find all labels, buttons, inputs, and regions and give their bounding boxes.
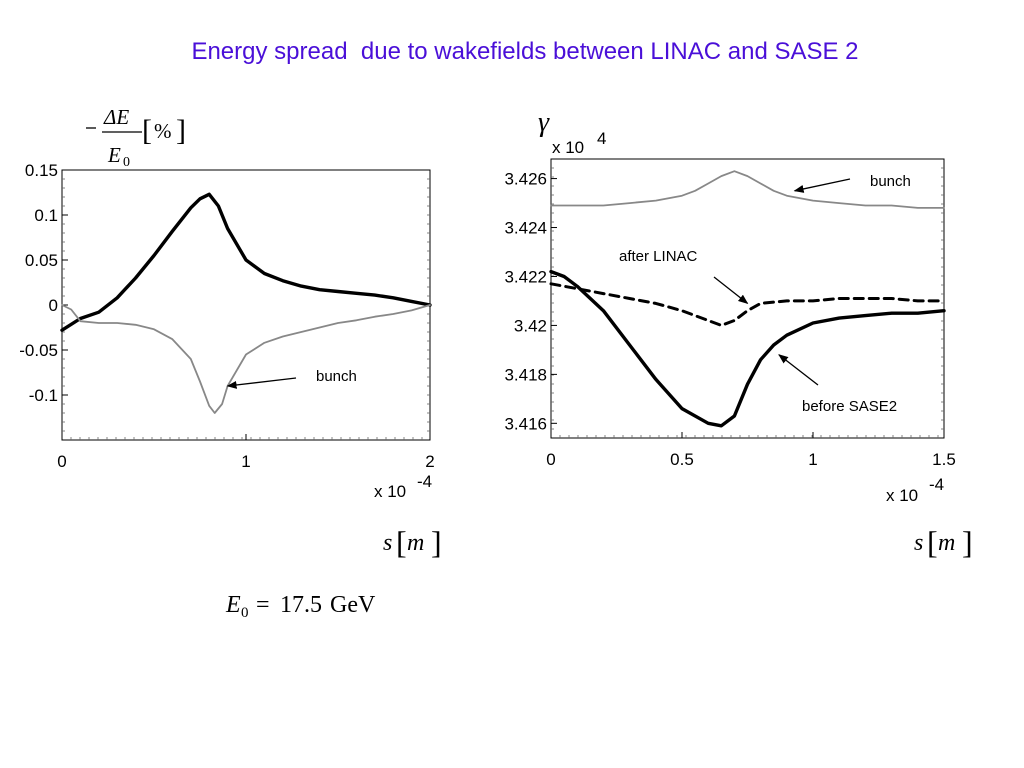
right-x-tick-label: 0.5 [670,450,694,469]
svg-text:4: 4 [597,129,606,148]
page-title: Energy spread due to wakefields between … [191,38,859,65]
left-x-tick-label: 2 [425,452,434,471]
left-plot: 0 1 2 0.15 0.1 0.05 0 -0.05 -0.1 [19,161,434,471]
right-annotation-after-linac: after LINAC [619,248,698,265]
right-x-tick-label: 1 [808,450,817,469]
svg-text:[: [ [396,524,407,560]
right-annotation-bunch: bunch [870,173,911,190]
left-ylabel: ΔE E 0 [ % ] [86,105,186,170]
right-y-tick-label: 3.422 [504,267,547,286]
svg-text:ΔE: ΔE [103,105,129,129]
left-series-bunch-line [61,304,431,414]
svg-text:s: s [383,530,392,556]
left-y-tick-label: 0 [49,296,58,315]
right-ylabel-gamma: γ [538,107,550,138]
right-y-tick-label: 3.42 [514,316,547,335]
left-y-tick-label: 0.1 [34,206,58,225]
right-x-multiplier: x 10 -4 [886,475,944,505]
svg-text:s: s [914,530,923,556]
svg-text:x 10: x 10 [886,486,918,505]
right-series-bunch-line [550,170,945,209]
left-series-energy-spread-line [60,192,432,332]
right-series-before-sase2-line [549,269,946,428]
energy-value: 17.5 [280,592,322,618]
svg-text:]: ] [962,524,973,560]
svg-text:[: [ [142,114,152,147]
right-y-multiplier: x 10 4 [552,129,606,157]
svg-text:m: m [938,530,955,556]
right-y-tick-label: 3.426 [504,170,547,189]
right-x-tick-label: 1.5 [932,450,956,469]
right-x-tick-label: 0 [546,450,555,469]
left-y-tick-label: 0.05 [25,251,58,270]
energy-unit: GeV [330,592,376,618]
left-y-tick-label: 0.15 [25,161,58,180]
left-annotation-bunch: bunch [316,368,357,385]
left-x-tick-label: 0 [57,452,66,471]
svg-text:=: = [256,592,270,618]
right-plot: 0 0.5 1 1.5 3.426 3.424 3.422 3.42 3.418 3.416 [504,158,956,469]
right-annotation-arrow [778,354,819,386]
right-annotation-arrow [713,276,749,305]
right-y-tick-label: 3.418 [504,365,547,384]
svg-text:]: ] [431,524,442,560]
svg-text:[: [ [927,524,938,560]
right-xlabel: s [ m ] [914,524,973,560]
right-annotation-arrow [793,178,851,193]
left-y-tick-label: -0.05 [19,341,58,360]
left-annotation-arrow [226,377,297,389]
left-y-tick-label: -0.1 [29,386,58,405]
svg-text:E: E [225,592,241,618]
svg-text:0: 0 [123,155,130,170]
svg-text:-4: -4 [929,475,944,494]
svg-text:0: 0 [241,605,249,621]
svg-text:x 10: x 10 [374,482,406,501]
right-annotation-before-sase2: before SASE2 [802,398,897,415]
right-series-after-linac-line [549,282,946,327]
svg-text:E: E [107,143,121,167]
svg-text:%: % [154,119,172,143]
left-x-tick-label: 1 [241,452,250,471]
energy-footnote: E 0 = 17.5 GeV [225,592,376,621]
left-x-multiplier: x 10 -4 [374,472,432,501]
svg-text:]: ] [176,114,186,147]
right-y-tick-label: 3.416 [504,414,547,433]
svg-text:m: m [407,530,424,556]
svg-text:x 10: x 10 [552,138,584,157]
right-plot-frame [550,158,945,439]
left-plot-frame [61,169,431,441]
svg-text:-4: -4 [417,472,432,491]
right-y-tick-label: 3.424 [504,219,547,238]
left-xlabel: s [ m ] [383,524,442,560]
